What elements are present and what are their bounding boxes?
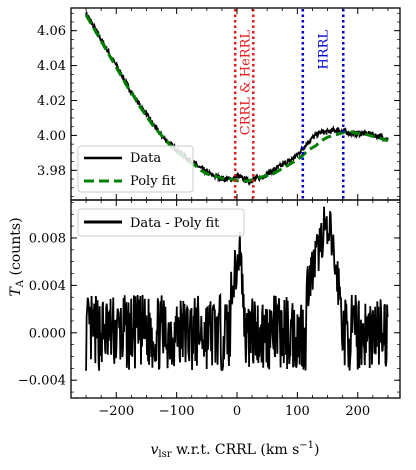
x-tick-label: 200 [345,404,370,419]
bottom-legend-box [77,208,245,237]
x-axis-label: vlsr w.r.t. CRRL (km s−1) [150,440,319,460]
top-annotations: CRRL & HeRRL HRRL [233,9,345,199]
annotation-label-1: HRRL [317,30,332,70]
y-tick-label: 0.008 [29,231,66,246]
series-poly-fit-line [84,14,389,183]
legend-label-poly-fit: Poly fit [130,174,176,189]
y-tick-label: 0.004 [29,279,66,294]
top-series-group [84,11,389,187]
bottom-panel: −200 −100 0 100 200 −0.004 0.000 0.004 0.008 Dat… [18,199,401,419]
y-tick-label: 4.06 [37,24,66,39]
legend-label-residual: Data - Poly fit [130,216,220,231]
y-tick-label: 4.04 [37,59,66,74]
y-tick-label: 4.00 [37,129,66,144]
top-panel: CRRL & HeRRL HRRL 3.98 4.00 4.02 4.04 4.06 Da… [37,7,401,201]
x-tick-label: −100 [159,404,195,419]
x-tick-label: −200 [98,404,134,419]
legend-label-data: Data [130,151,161,166]
bottom-legend: Data - Poly fit [77,208,245,237]
x-tick-label: 0 [233,404,241,419]
y-tick-label: 0.000 [29,326,66,341]
x-tick-label: 100 [285,404,310,419]
y-axis-label: TA (counts) [8,217,26,296]
top-legend: Data Poly fit [77,145,194,193]
bottom-series-group [85,206,389,372]
bottom-ticks: −200 −100 0 100 200 −0.004 0.000 0.004 0.008 [18,200,400,419]
bottom-plot-frame [70,199,401,399]
y-tick-label: 3.98 [37,164,66,179]
y-tick-label: 4.02 [37,94,66,109]
series-residual-line [85,206,389,372]
y-tick-label: −0.004 [18,374,66,389]
annotation-label-0: CRRL & HeRRL [238,30,253,136]
top-ticks: 3.98 4.00 4.02 4.04 4.06 [37,8,400,200]
